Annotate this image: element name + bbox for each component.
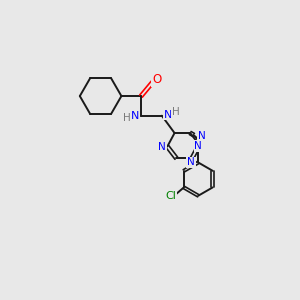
Text: H: H — [172, 107, 180, 117]
Text: H: H — [123, 113, 130, 123]
Text: N: N — [164, 110, 172, 119]
Text: N: N — [197, 131, 205, 142]
Text: O: O — [152, 74, 161, 86]
Text: N: N — [194, 141, 202, 151]
Text: N: N — [130, 111, 139, 121]
Text: N: N — [187, 158, 195, 167]
Text: Cl: Cl — [166, 190, 177, 200]
Text: N: N — [158, 142, 166, 152]
